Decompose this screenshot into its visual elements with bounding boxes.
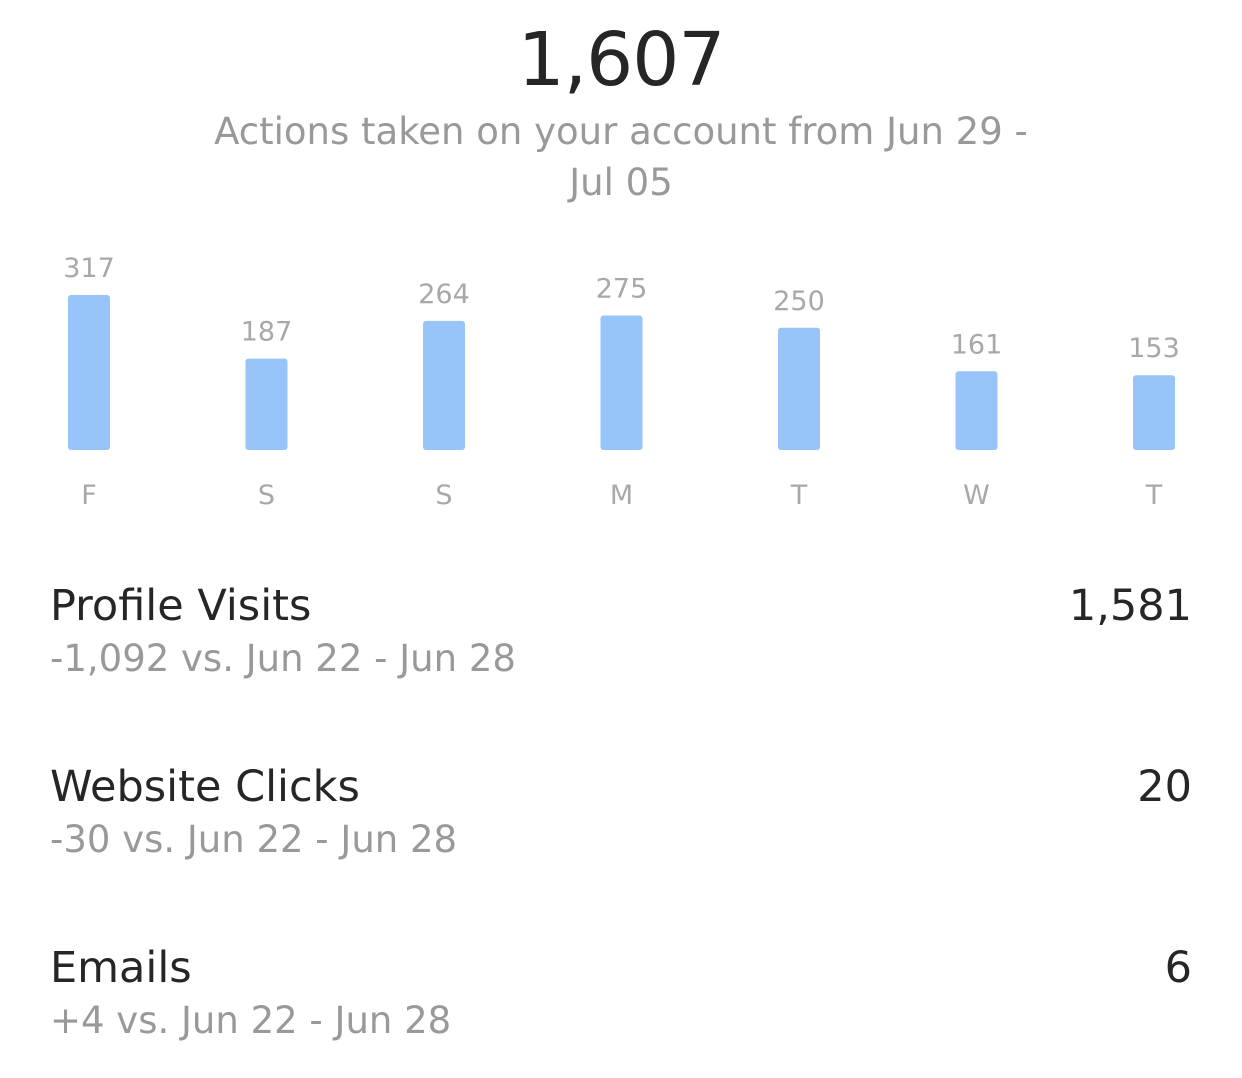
metric-label: Emails [50, 943, 192, 993]
metric-value: 20 [1137, 762, 1192, 812]
metric-profile-visits[interactable]: Profile Visits 1,581 -1,092 vs. Jun 22 -… [50, 580, 1192, 690]
bar-3[interactable] [600, 315, 643, 451]
metric-value: 1,581 [1068, 581, 1192, 631]
metric-value: 6 [1164, 943, 1192, 993]
metric-comparison: -30 vs. Jun 22 - Jun 28 [50, 818, 458, 861]
bar-value-label: 275 [596, 274, 648, 305]
bar-value-label: 187 [241, 317, 293, 348]
bar-value-label: 250 [773, 286, 825, 317]
actions-bar-chart: 317 F 187 S 264 S 275 M 250 T 161 W 153 T [63, 253, 1180, 511]
day-label: T [1145, 480, 1163, 511]
actions-total: 1,607 [517, 17, 726, 103]
actions-subtitle: Actions taken on your account from Jun 2… [214, 110, 1028, 204]
metric-website-clicks[interactable]: Website Clicks 20 -30 vs. Jun 22 - Jun 2… [50, 761, 1192, 871]
bar-4[interactable] [778, 327, 820, 450]
bar-5[interactable] [955, 371, 998, 450]
bar-2[interactable] [423, 320, 465, 450]
metric-label: Profile Visits [50, 581, 312, 631]
bar-1[interactable] [245, 358, 288, 450]
metric-emails[interactable]: Emails 6 +4 vs. Jun 22 - Jun 28 [50, 942, 1192, 1052]
day-label: S [435, 480, 452, 511]
bar-value-label: 153 [1128, 333, 1180, 364]
day-label: T [790, 480, 808, 511]
bar-6[interactable] [1133, 375, 1175, 450]
day-label: M [610, 480, 633, 511]
day-label: F [81, 480, 97, 511]
metric-comparison: -1,092 vs. Jun 22 - Jun 28 [50, 637, 516, 680]
bar-value-label: 317 [63, 253, 115, 284]
bar-0[interactable] [68, 295, 110, 450]
bar-value-label: 161 [951, 329, 1003, 360]
metric-comparison: +4 vs. Jun 22 - Jun 28 [50, 999, 452, 1042]
day-label: S [258, 480, 275, 511]
bar-value-label: 264 [418, 279, 470, 310]
metric-label: Website Clicks [50, 762, 360, 812]
day-label: W [963, 480, 990, 511]
